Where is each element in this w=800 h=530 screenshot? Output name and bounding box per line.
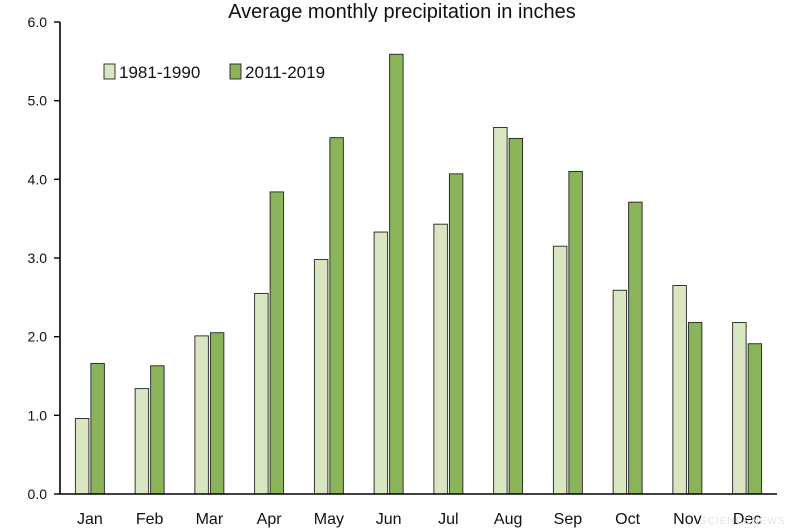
legend-swatch xyxy=(103,63,116,80)
bar-1981-1990-May xyxy=(313,259,329,495)
watermark-text: SCIENCENEWS xyxy=(700,516,785,527)
bar-1981-1990-Jul xyxy=(433,223,448,495)
bar-1981-1990-Jun xyxy=(373,231,389,495)
bar-2011-2019-Sep xyxy=(568,171,583,495)
x-tick-label: Oct xyxy=(615,511,640,528)
x-tick-label: Nov xyxy=(673,511,701,528)
x-tick-label: Sep xyxy=(554,511,583,528)
y-tick-label: 0.0 xyxy=(28,486,48,502)
y-tick-label: 2.0 xyxy=(28,329,48,345)
bar-2011-2019-Jan xyxy=(90,362,105,495)
bar-2011-2019-May xyxy=(329,137,344,495)
bar-1981-1990-Sep xyxy=(552,245,568,495)
bar-2011-2019-Oct xyxy=(628,201,643,495)
x-tick-label: Dec xyxy=(733,511,761,528)
x-tick-label: Jan xyxy=(77,511,103,528)
chart-title: Average monthly precipitation in inches xyxy=(228,1,576,23)
bar-2011-2019-Dec xyxy=(747,343,763,495)
bar-2011-2019-Aug xyxy=(508,137,524,495)
x-tick-label: Mar xyxy=(196,511,224,528)
x-tick-label: Jul xyxy=(438,511,458,528)
x-tick-label: Feb xyxy=(136,511,164,528)
y-tick-label: 4.0 xyxy=(28,171,48,187)
x-tick-label: May xyxy=(314,511,344,528)
bar-2011-2019-Mar xyxy=(209,332,225,495)
bar-1981-1990-Nov xyxy=(672,285,687,495)
legend-label: 1981-1990 xyxy=(119,63,200,82)
bar-1981-1990-Dec xyxy=(732,322,747,495)
x-tick-label: Aug xyxy=(494,511,522,528)
legend-label: 2011-2019 xyxy=(245,63,325,82)
bars xyxy=(74,53,763,495)
bar-1981-1990-Jan xyxy=(74,418,90,495)
bar-1981-1990-Mar xyxy=(194,335,209,495)
y-tick-label: 1.0 xyxy=(28,407,48,423)
bar-1981-1990-Feb xyxy=(134,388,150,495)
bar-2011-2019-Nov xyxy=(687,322,703,495)
bar-2011-2019-Jul xyxy=(448,173,464,495)
y-tick-label: 6.0 xyxy=(28,14,48,30)
bar-2011-2019-Feb xyxy=(150,365,165,495)
bar-1981-1990-Apr xyxy=(254,292,269,495)
x-tick-label: Jun xyxy=(376,511,402,528)
bar-1981-1990-Aug xyxy=(493,126,508,495)
y-tick-label: 5.0 xyxy=(28,93,48,109)
y-tick-label: 3.0 xyxy=(28,250,48,266)
bar-2011-2019-Apr xyxy=(269,191,285,495)
legend-swatch xyxy=(229,63,242,80)
x-tick-label: Apr xyxy=(257,511,283,528)
bar-1981-1990-Oct xyxy=(612,289,628,495)
y-axis-ticks: 0.0 1.0 2.0 3.0 4.0 5.0 6.0 xyxy=(28,14,60,502)
legend: 1981-1990 2011-2019 xyxy=(103,63,325,82)
bar-2011-2019-Jun xyxy=(389,53,404,495)
x-axis-labels: Jan Feb Mar Apr May Jun Jul Aug Sep Oct Nov Dec xyxy=(77,511,761,528)
